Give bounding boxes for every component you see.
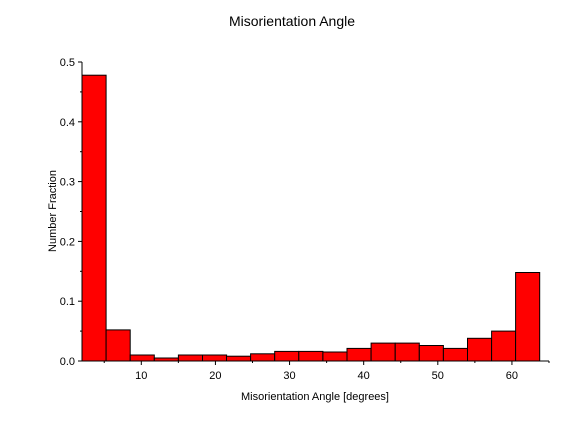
histogram-bar xyxy=(394,342,420,362)
x-tick-label: 50 xyxy=(432,370,444,382)
histogram-bar xyxy=(105,329,131,362)
histogram-bar xyxy=(370,342,396,362)
y-tick-label: 0.0 xyxy=(60,356,75,368)
histogram-bar xyxy=(322,351,348,362)
x-axis-label: Misorientation Angle [degrees] xyxy=(241,391,389,403)
histogram-bar xyxy=(515,272,541,362)
y-tick-label: 0.3 xyxy=(60,177,75,189)
y-tick-label: 0.4 xyxy=(60,117,75,129)
x-tick-label: 60 xyxy=(506,370,518,382)
histogram-bar xyxy=(418,345,444,362)
histogram-bar xyxy=(177,354,203,362)
histogram-bar xyxy=(491,330,517,362)
ticks-group: 0.0 0.1 0.2 0.3 0.4 0.5 10 20 30 40 50 60 xyxy=(60,57,550,382)
y-tick-label: 0.5 xyxy=(60,57,75,69)
histogram-bar xyxy=(442,347,468,362)
histogram-bar xyxy=(298,350,324,362)
histogram-bar xyxy=(346,347,372,362)
x-tick-label: 20 xyxy=(209,370,221,382)
histogram-bar xyxy=(129,354,155,362)
x-tick-label: 30 xyxy=(283,370,295,382)
histogram-bar xyxy=(226,355,252,362)
histogram-bar xyxy=(202,354,228,362)
histogram-bar xyxy=(274,350,300,362)
y-axis-label: Number Fraction xyxy=(47,170,59,252)
chart-title: Misorientation Angle xyxy=(229,13,355,29)
y-tick-label: 0.1 xyxy=(60,296,75,308)
y-tick-label: 0.2 xyxy=(60,236,75,248)
histogram-bar xyxy=(250,353,276,362)
histogram-bar xyxy=(467,337,493,362)
bars-group xyxy=(81,74,541,362)
histogram-bar xyxy=(81,74,107,362)
x-tick-label: 40 xyxy=(358,370,370,382)
x-tick-label: 10 xyxy=(135,370,147,382)
axes-group xyxy=(81,62,549,362)
